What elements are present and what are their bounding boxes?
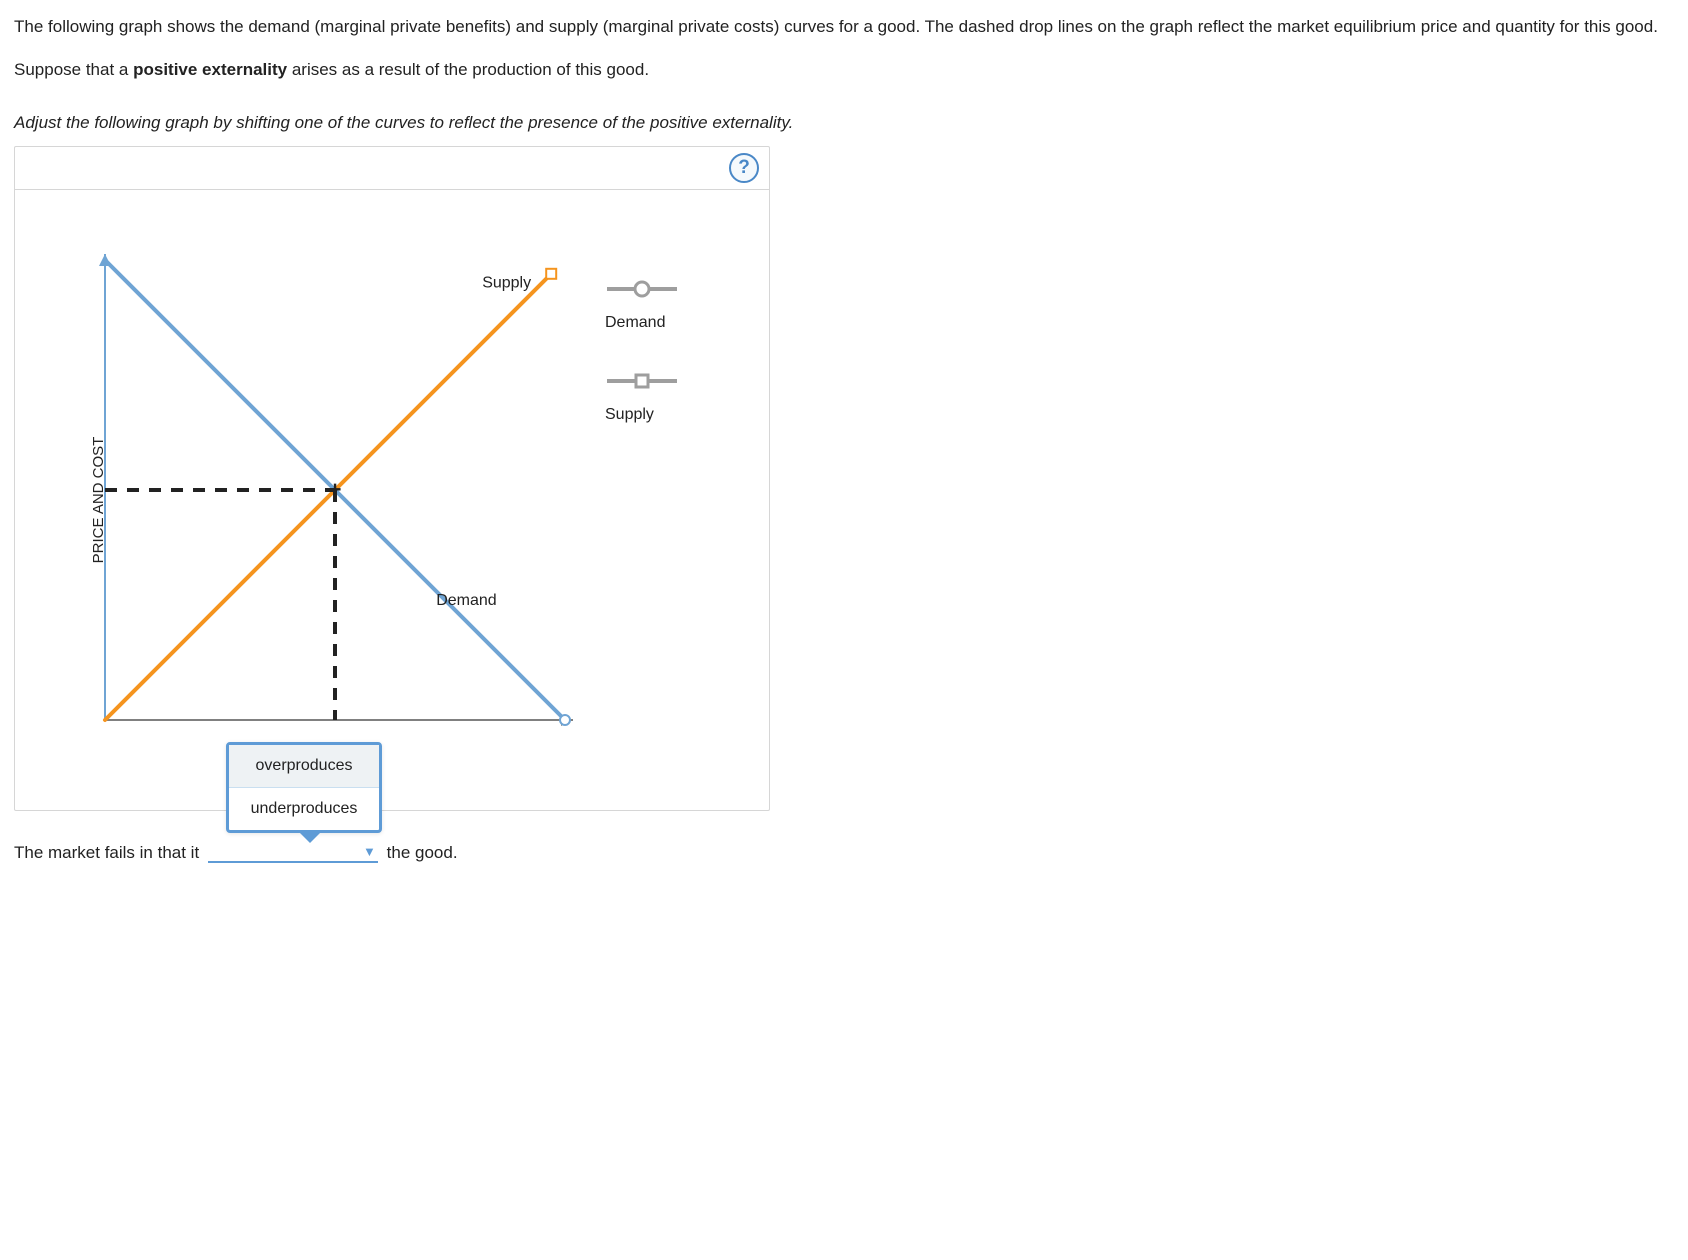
intro-p2-post: arises as a result of the production of …: [287, 60, 649, 79]
dropdown-option[interactable]: underproduces: [229, 788, 379, 830]
instruction-text: Adjust the following graph by shifting o…: [14, 109, 1674, 136]
supply-handle[interactable]: [546, 269, 556, 279]
blank-underline: ▼: [208, 841, 378, 863]
fillin-post: the good.: [387, 843, 458, 862]
intro-p1: The following graph shows the demand (ma…: [14, 12, 1674, 43]
fillin-pre: The market fails in that it: [14, 843, 204, 862]
intro-p2-pre: Suppose that a: [14, 60, 133, 79]
graph-panel: ? PRICE AND COST + Supply Demand Demand Sup…: [14, 146, 770, 811]
demand-label: Demand: [436, 592, 496, 609]
legend-label: Demand: [605, 314, 665, 332]
chart-wrap: PRICE AND COST + Supply Demand: [15, 190, 595, 810]
chevron-down-icon: ▼: [363, 844, 376, 859]
dropdown-popup: overproducesunderproduces: [226, 742, 382, 833]
circle-marker-icon: [605, 280, 679, 298]
panel-body: PRICE AND COST + Supply Demand Demand Suppl…: [15, 190, 769, 810]
square-marker-icon: [605, 372, 679, 390]
legend-item-demand[interactable]: Demand: [605, 280, 679, 332]
demand-handle[interactable]: [560, 715, 570, 725]
equilibrium-marker[interactable]: +: [329, 477, 342, 502]
chart-legend: Demand Supply: [595, 190, 679, 464]
intro-paragraphs: The following graph shows the demand (ma…: [14, 12, 1674, 85]
fill-in-sentence: overproducesunderproduces The market fai…: [14, 841, 1674, 863]
panel-header: ?: [15, 147, 769, 190]
intro-p2: Suppose that a positive externality aris…: [14, 55, 1674, 86]
legend-label: Supply: [605, 406, 654, 424]
fillin-blank[interactable]: ▼: [204, 841, 382, 863]
supply-label: Supply: [482, 275, 531, 292]
intro-p2-bold: positive externality: [133, 60, 287, 79]
legend-item-supply[interactable]: Supply: [605, 372, 679, 424]
help-button[interactable]: ?: [729, 153, 759, 183]
y-axis-label: PRICE AND COST: [90, 437, 107, 564]
dropdown-option[interactable]: overproduces: [229, 745, 379, 788]
